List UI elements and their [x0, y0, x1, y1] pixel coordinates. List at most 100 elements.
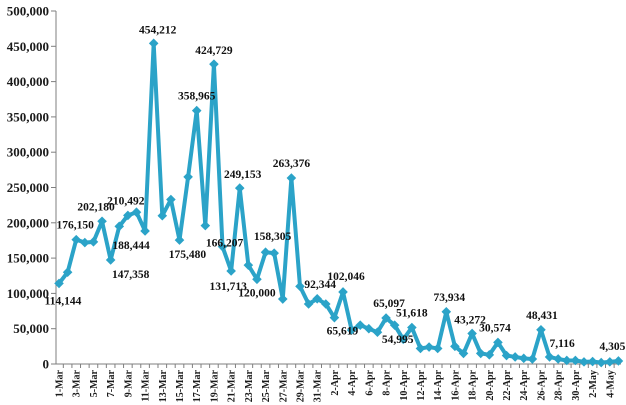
data-point	[140, 226, 150, 236]
data-point	[415, 343, 426, 354]
x-tick-label: 11-Mar	[141, 369, 152, 401]
x-tick-label: 30-Apr	[571, 369, 582, 400]
data-point	[458, 348, 469, 359]
data-point	[321, 299, 331, 309]
data-point	[355, 320, 366, 330]
data-point	[209, 59, 219, 69]
data-label: 263,376	[273, 158, 311, 170]
data-point	[157, 210, 168, 221]
data-point	[579, 357, 589, 367]
x-tick-label: 8-Apr	[382, 369, 393, 395]
data-point	[372, 327, 383, 338]
x-tick-label: 16-Apr	[450, 369, 461, 400]
data-point	[605, 357, 615, 367]
data-point	[596, 357, 607, 368]
data-label: 158,305	[254, 231, 292, 243]
data-point	[88, 237, 99, 247]
data-label: 249,153	[224, 169, 262, 181]
data-label: 166,207	[206, 238, 244, 250]
x-tick-label: 24-Apr	[519, 369, 530, 400]
x-tick-label: 3-Mar	[72, 369, 83, 397]
data-label: 48,431	[526, 310, 558, 322]
data-label: 43,272	[454, 314, 486, 326]
data-point	[501, 350, 512, 361]
data-label: 51,618	[396, 308, 428, 320]
data-point	[527, 354, 538, 364]
data-point	[407, 322, 417, 333]
x-tick-label: 15-Mar	[175, 369, 186, 402]
data-point	[389, 320, 400, 330]
x-tick-label: 23-Mar	[244, 369, 255, 402]
data-point	[518, 353, 529, 364]
data-label: 131,713	[209, 281, 247, 293]
data-label: 4,305	[599, 341, 625, 353]
x-tick-label: 20-Apr	[485, 369, 496, 400]
data-label: 114,144	[45, 295, 82, 307]
x-tick-label: 31-Mar	[313, 369, 324, 402]
data-point	[450, 341, 460, 352]
data-label: 188,444	[112, 240, 150, 252]
x-tick-label: 18-Apr	[468, 369, 479, 400]
data-point	[424, 342, 434, 352]
x-tick-label: 14-Apr	[433, 369, 444, 400]
x-tick-label: 22-Apr	[502, 369, 513, 400]
x-tick-label: 19-Mar	[209, 369, 220, 402]
data-point	[174, 235, 185, 245]
data-point	[166, 194, 176, 205]
x-tick-label: 29-Mar	[295, 369, 306, 402]
data-label: 65,619	[327, 326, 359, 338]
x-tick-label: 1-Mar	[55, 369, 66, 397]
data-point	[295, 281, 305, 292]
data-point	[269, 248, 279, 258]
data-point	[364, 323, 374, 334]
data-point	[243, 260, 254, 270]
data-point	[183, 172, 193, 182]
x-tick-label: 2-Apr	[330, 369, 341, 395]
y-tick-label: 400,000	[7, 74, 49, 89]
data-point	[536, 325, 546, 335]
x-tick-label: 4-Apr	[347, 369, 358, 395]
y-tick-label: 200,000	[7, 215, 49, 230]
x-tick-label: 2-May	[588, 370, 599, 398]
data-point	[200, 220, 211, 231]
data-label: 73,934	[433, 292, 465, 304]
data-point	[510, 352, 520, 362]
data-point	[252, 274, 262, 285]
data-label: 175,480	[169, 249, 207, 261]
data-label: 424,729	[195, 45, 233, 57]
data-label: 454,212	[139, 24, 177, 36]
data-point	[260, 247, 271, 258]
series-cases	[54, 38, 624, 368]
data-point	[54, 278, 64, 289]
x-tick-label: 6-Apr	[364, 369, 375, 395]
data-label: 65,097	[373, 298, 405, 310]
data-point	[277, 294, 288, 304]
y-tick-label: 100,000	[7, 286, 49, 301]
data-point	[123, 210, 133, 221]
data-label: 7,116	[550, 338, 575, 350]
data-point	[570, 355, 581, 366]
data-point	[97, 216, 107, 227]
y-tick-label: 250,000	[7, 180, 49, 195]
data-point	[484, 350, 495, 360]
data-point	[80, 237, 90, 248]
data-label: 120,000	[238, 287, 276, 299]
data-point	[286, 173, 297, 183]
data-point	[62, 267, 73, 278]
data-label: 30,574	[479, 322, 511, 334]
data-label: 54,995	[382, 334, 414, 346]
data-label: 358,965	[178, 91, 216, 103]
data-point	[613, 356, 624, 366]
x-axis: 1-Mar 3-Mar 5-Mar 7-Mar 9-Mar 11-Mar 13-Mar 15-…	[55, 363, 621, 402]
x-tick-label: 28-Apr	[554, 369, 565, 400]
data-point	[131, 207, 142, 218]
data-point	[105, 255, 116, 265]
x-tick-label: 21-Mar	[227, 369, 238, 402]
data-label: 92,344	[304, 279, 336, 291]
data-point	[226, 266, 236, 276]
data-point	[114, 221, 125, 232]
x-tick-label: 17-Mar	[192, 369, 203, 402]
data-labels: 114,144 176,150 202,180 147,358 210,492 188,4…	[45, 24, 626, 353]
data-point	[381, 313, 391, 323]
